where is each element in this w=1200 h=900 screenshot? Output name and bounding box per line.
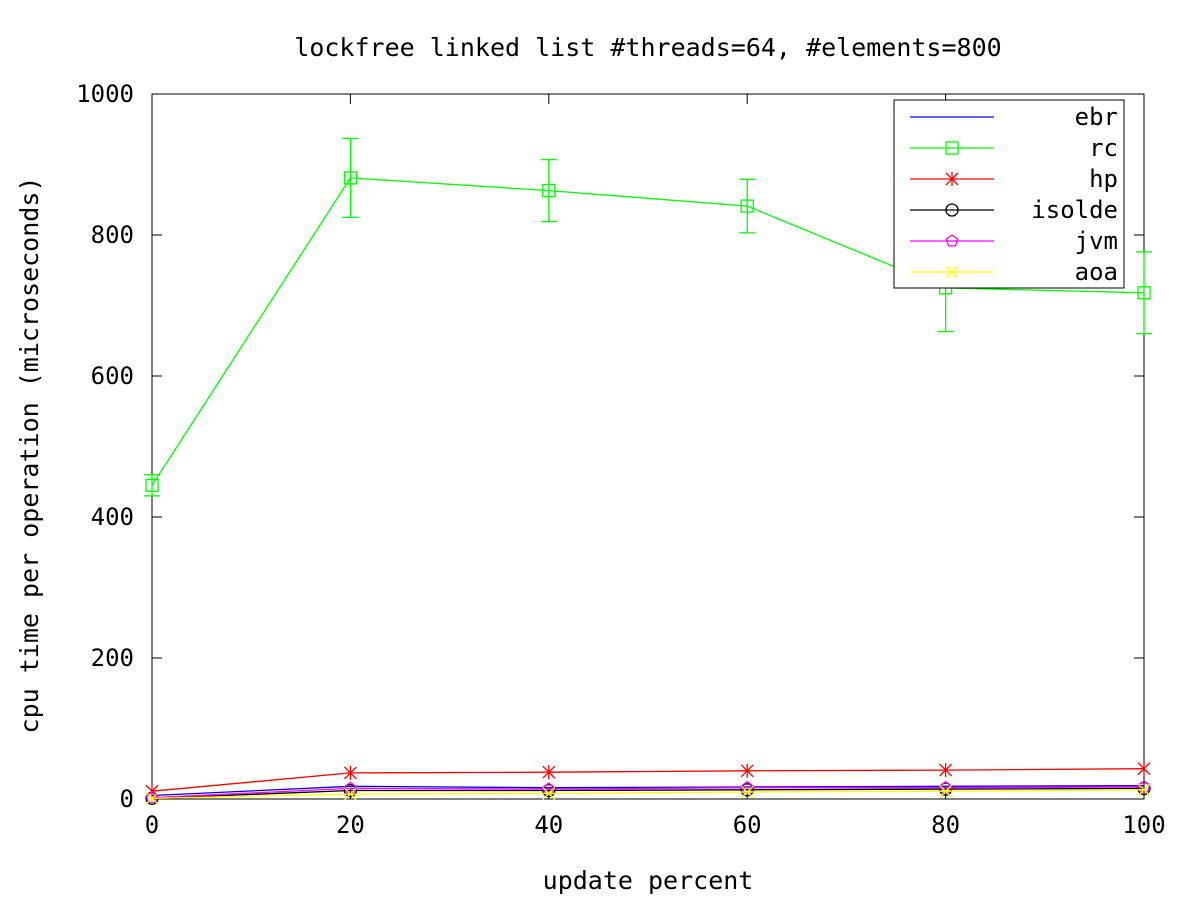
legend-label-isolde: isolde [1031, 196, 1118, 224]
plot-area: 0 200 400 600 800 1000 0 20 40 60 80 100 [76, 80, 1165, 839]
data-point-aoa [343, 787, 357, 801]
legend-label-jvm: jvm [1075, 227, 1118, 255]
series-aoa [145, 783, 1151, 805]
data-point-rc [343, 171, 358, 185]
series-line-rc [151, 177, 1145, 486]
data-point-isolde [938, 782, 953, 796]
data-point-rc [145, 478, 159, 492]
data-point-hp [343, 765, 357, 780]
series-rc [144, 137, 1152, 497]
y-tick-label: 0 [120, 785, 134, 813]
data-point-hp [740, 763, 754, 778]
data-point-hp [542, 765, 556, 780]
data-point-hp [1137, 761, 1151, 776]
series-line-aoa [151, 789, 1145, 799]
data-point-rc [542, 183, 556, 198]
data-point-isolde [740, 783, 754, 797]
series-line-ebr [151, 784, 1145, 797]
data-point-hp [939, 763, 953, 778]
legend-label-rc: rc [1089, 134, 1118, 162]
legend-label-hp: hp [1089, 165, 1118, 193]
data-point-jvm [939, 780, 953, 794]
y-axis-label: cpu time per operation (microseconds) [15, 177, 44, 734]
data-point-jvm [145, 790, 159, 804]
series-hp [145, 761, 1151, 799]
y-tick-label: 400 [91, 503, 134, 531]
y-tick-label: 1000 [76, 80, 134, 108]
data-point-rc [1137, 286, 1151, 300]
plot-border [151, 93, 1145, 800]
legend-marker-rc [945, 141, 959, 155]
data-point-aoa [542, 786, 556, 800]
x-tick-label: 40 [534, 811, 563, 839]
y-tick-label: 200 [91, 644, 134, 672]
legend-marker-isolde [945, 203, 959, 217]
data-point-isolde [542, 783, 556, 798]
chart-title: lockfree linked list #threads=64, #eleme… [294, 33, 1001, 62]
series-isolde [145, 781, 1151, 805]
series-ebr [151, 784, 1145, 797]
x-tick-label: 20 [336, 811, 365, 839]
data-point-rc [740, 199, 754, 213]
x-tick-label: 80 [931, 811, 960, 839]
legend-marker-hp [945, 172, 959, 186]
legend-box [893, 99, 1125, 289]
legend: ebr rc hp isolde jvm aoa [893, 99, 1125, 289]
legend-label-aoa: aoa [1075, 258, 1118, 286]
legend-marker-jvm [945, 234, 959, 247]
data-point-aoa [939, 784, 953, 798]
data-point-aoa [145, 791, 159, 805]
series-line-hp [151, 768, 1145, 792]
x-tick-label: 100 [1122, 811, 1165, 839]
data-point-aoa [740, 785, 754, 799]
x-tick-label: 60 [733, 811, 762, 839]
legend-label-ebr: ebr [1075, 103, 1118, 131]
data-point-isolde [343, 783, 358, 798]
x-tick-label: 0 [145, 811, 159, 839]
series-line-jvm [151, 786, 1145, 799]
legend-marker-aoa [945, 265, 959, 279]
data-point-isolde [1137, 781, 1151, 796]
y-tick-label: 800 [91, 221, 134, 249]
y-tick-label: 600 [91, 362, 134, 390]
series-line-isolde [151, 787, 1145, 799]
data-point-aoa [1137, 783, 1151, 797]
x-axis-label: update percent [543, 866, 754, 895]
